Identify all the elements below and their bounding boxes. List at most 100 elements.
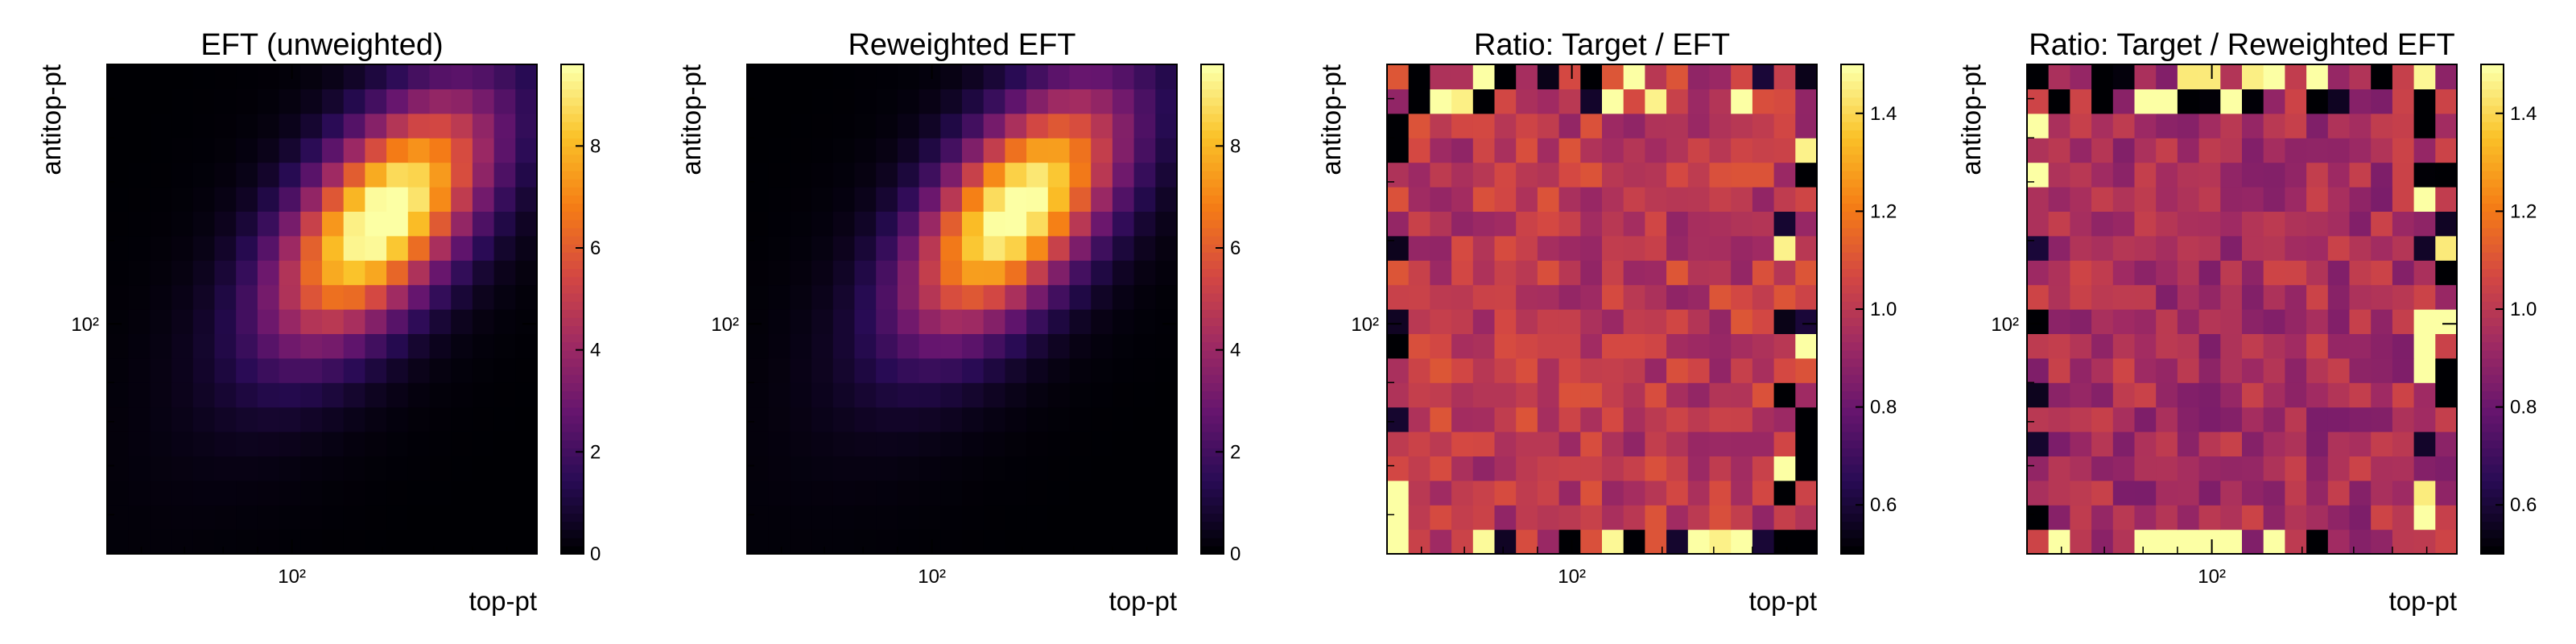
heatmap-cell xyxy=(407,357,431,383)
colorbar-segment xyxy=(1841,374,1864,383)
heatmap-cell xyxy=(2091,333,2114,359)
heatmap-cell xyxy=(1516,505,1538,530)
heatmap-cell xyxy=(876,162,898,188)
heatmap-cell xyxy=(257,260,280,286)
colorbar-segment xyxy=(561,292,584,302)
heatmap-cell xyxy=(192,187,216,212)
heatmap-cell xyxy=(983,431,1005,456)
heatmap-cell xyxy=(811,187,834,212)
heatmap-cell xyxy=(1451,505,1474,530)
heatmap-cell xyxy=(1091,505,1113,530)
heatmap-cell xyxy=(515,505,538,530)
heatmap-cell xyxy=(1709,113,1732,138)
heatmap-cell xyxy=(2306,357,2329,383)
heatmap-cell xyxy=(386,113,409,138)
heatmap-cell xyxy=(279,284,301,310)
heatmap-cell xyxy=(811,89,834,114)
colorbar-segment xyxy=(561,64,584,73)
heatmap-cell xyxy=(1155,480,1178,506)
colorbar-tick-label: 4 xyxy=(590,340,601,361)
heatmap-cell xyxy=(1558,138,1581,163)
heatmap-cell xyxy=(214,407,237,432)
heatmap-cell xyxy=(2285,211,2307,237)
heatmap-cell xyxy=(1602,480,1624,506)
heatmap-cell xyxy=(1580,138,1603,163)
heatmap-cell xyxy=(2070,480,2092,506)
heatmap-cell xyxy=(962,284,985,310)
colorbar-segment xyxy=(1201,309,1224,318)
colorbar-segment xyxy=(2481,121,2504,130)
heatmap-cell xyxy=(1752,357,1775,383)
heatmap-cell xyxy=(2220,456,2243,481)
heatmap-cell xyxy=(236,505,258,530)
heatmap-cell xyxy=(790,284,812,310)
heatmap-cell xyxy=(2242,333,2264,359)
heatmap-cell xyxy=(1731,407,1753,432)
heatmap-cell xyxy=(192,64,216,89)
heatmap-cell xyxy=(832,382,856,408)
heatmap-cell xyxy=(2112,505,2136,530)
heatmap-cell xyxy=(2242,480,2264,506)
heatmap-cell xyxy=(1773,138,1796,163)
heatmap-cell xyxy=(1472,333,1496,359)
heatmap-cell xyxy=(1091,235,1113,261)
heatmap-cell xyxy=(1580,89,1603,114)
heatmap-cell xyxy=(747,260,770,286)
heatmap-cell xyxy=(1133,333,1156,359)
heatmap-cell xyxy=(1451,89,1474,114)
heatmap-cell xyxy=(1709,235,1732,261)
heatmap-cell xyxy=(1069,235,1092,261)
heatmap-cell xyxy=(236,113,258,138)
colorbar-segment xyxy=(1201,72,1224,82)
heatmap-cell xyxy=(236,284,258,310)
heatmap-cell xyxy=(1494,89,1517,114)
heatmap-cell xyxy=(2048,357,2070,383)
heatmap-cell xyxy=(790,162,812,188)
heatmap-cell xyxy=(2220,211,2243,237)
heatmap-cell xyxy=(386,235,409,261)
heatmap-cell xyxy=(2413,89,2436,114)
heatmap-cell xyxy=(897,382,920,408)
heatmap-cell xyxy=(1112,309,1135,334)
heatmap-cell xyxy=(1387,407,1410,432)
heatmap-cell xyxy=(1558,456,1581,481)
heatmap-cell xyxy=(1558,187,1581,212)
heatmap-cell xyxy=(236,431,258,456)
colorbar-segment xyxy=(1201,382,1224,392)
heatmap-cell xyxy=(940,64,963,89)
heatmap-cell xyxy=(1795,357,1818,383)
heatmap-cell xyxy=(2349,138,2372,163)
heatmap-cell xyxy=(171,138,194,163)
heatmap-cell xyxy=(214,211,237,237)
heatmap-cell xyxy=(300,235,323,261)
heatmap-cell xyxy=(876,382,898,408)
heatmap-cell xyxy=(832,64,856,89)
heatmap-cell xyxy=(1773,260,1796,286)
heatmap-cell xyxy=(1387,260,1410,286)
heatmap-cell xyxy=(1623,309,1645,334)
heatmap-cell xyxy=(897,211,920,237)
heatmap-cell xyxy=(1408,529,1430,555)
heatmap-cell xyxy=(1623,407,1645,432)
heatmap-cell xyxy=(1558,333,1581,359)
heatmap-cell xyxy=(1387,480,1410,506)
heatmap-cell xyxy=(1047,113,1071,138)
heatmap-cell xyxy=(2306,333,2329,359)
heatmap-cell xyxy=(322,505,345,530)
heatmap-cell xyxy=(747,309,770,334)
colorbar-segment xyxy=(1841,488,1864,497)
heatmap-cell xyxy=(128,211,151,237)
heatmap-cell xyxy=(407,284,431,310)
heatmap-cell xyxy=(1091,333,1113,359)
colorbar-segment xyxy=(2481,537,2504,547)
heatmap-cell xyxy=(1645,505,1667,530)
heatmap-cell xyxy=(854,357,877,383)
heatmap-cell xyxy=(1558,260,1581,286)
heatmap-cell xyxy=(515,309,538,334)
heatmap-cell xyxy=(2198,431,2221,456)
heatmap-cell xyxy=(832,456,856,481)
heatmap-cell xyxy=(897,333,920,359)
heatmap-cell xyxy=(1666,260,1689,286)
heatmap-cell xyxy=(2198,89,2221,114)
colorbar-segment xyxy=(1201,480,1224,489)
